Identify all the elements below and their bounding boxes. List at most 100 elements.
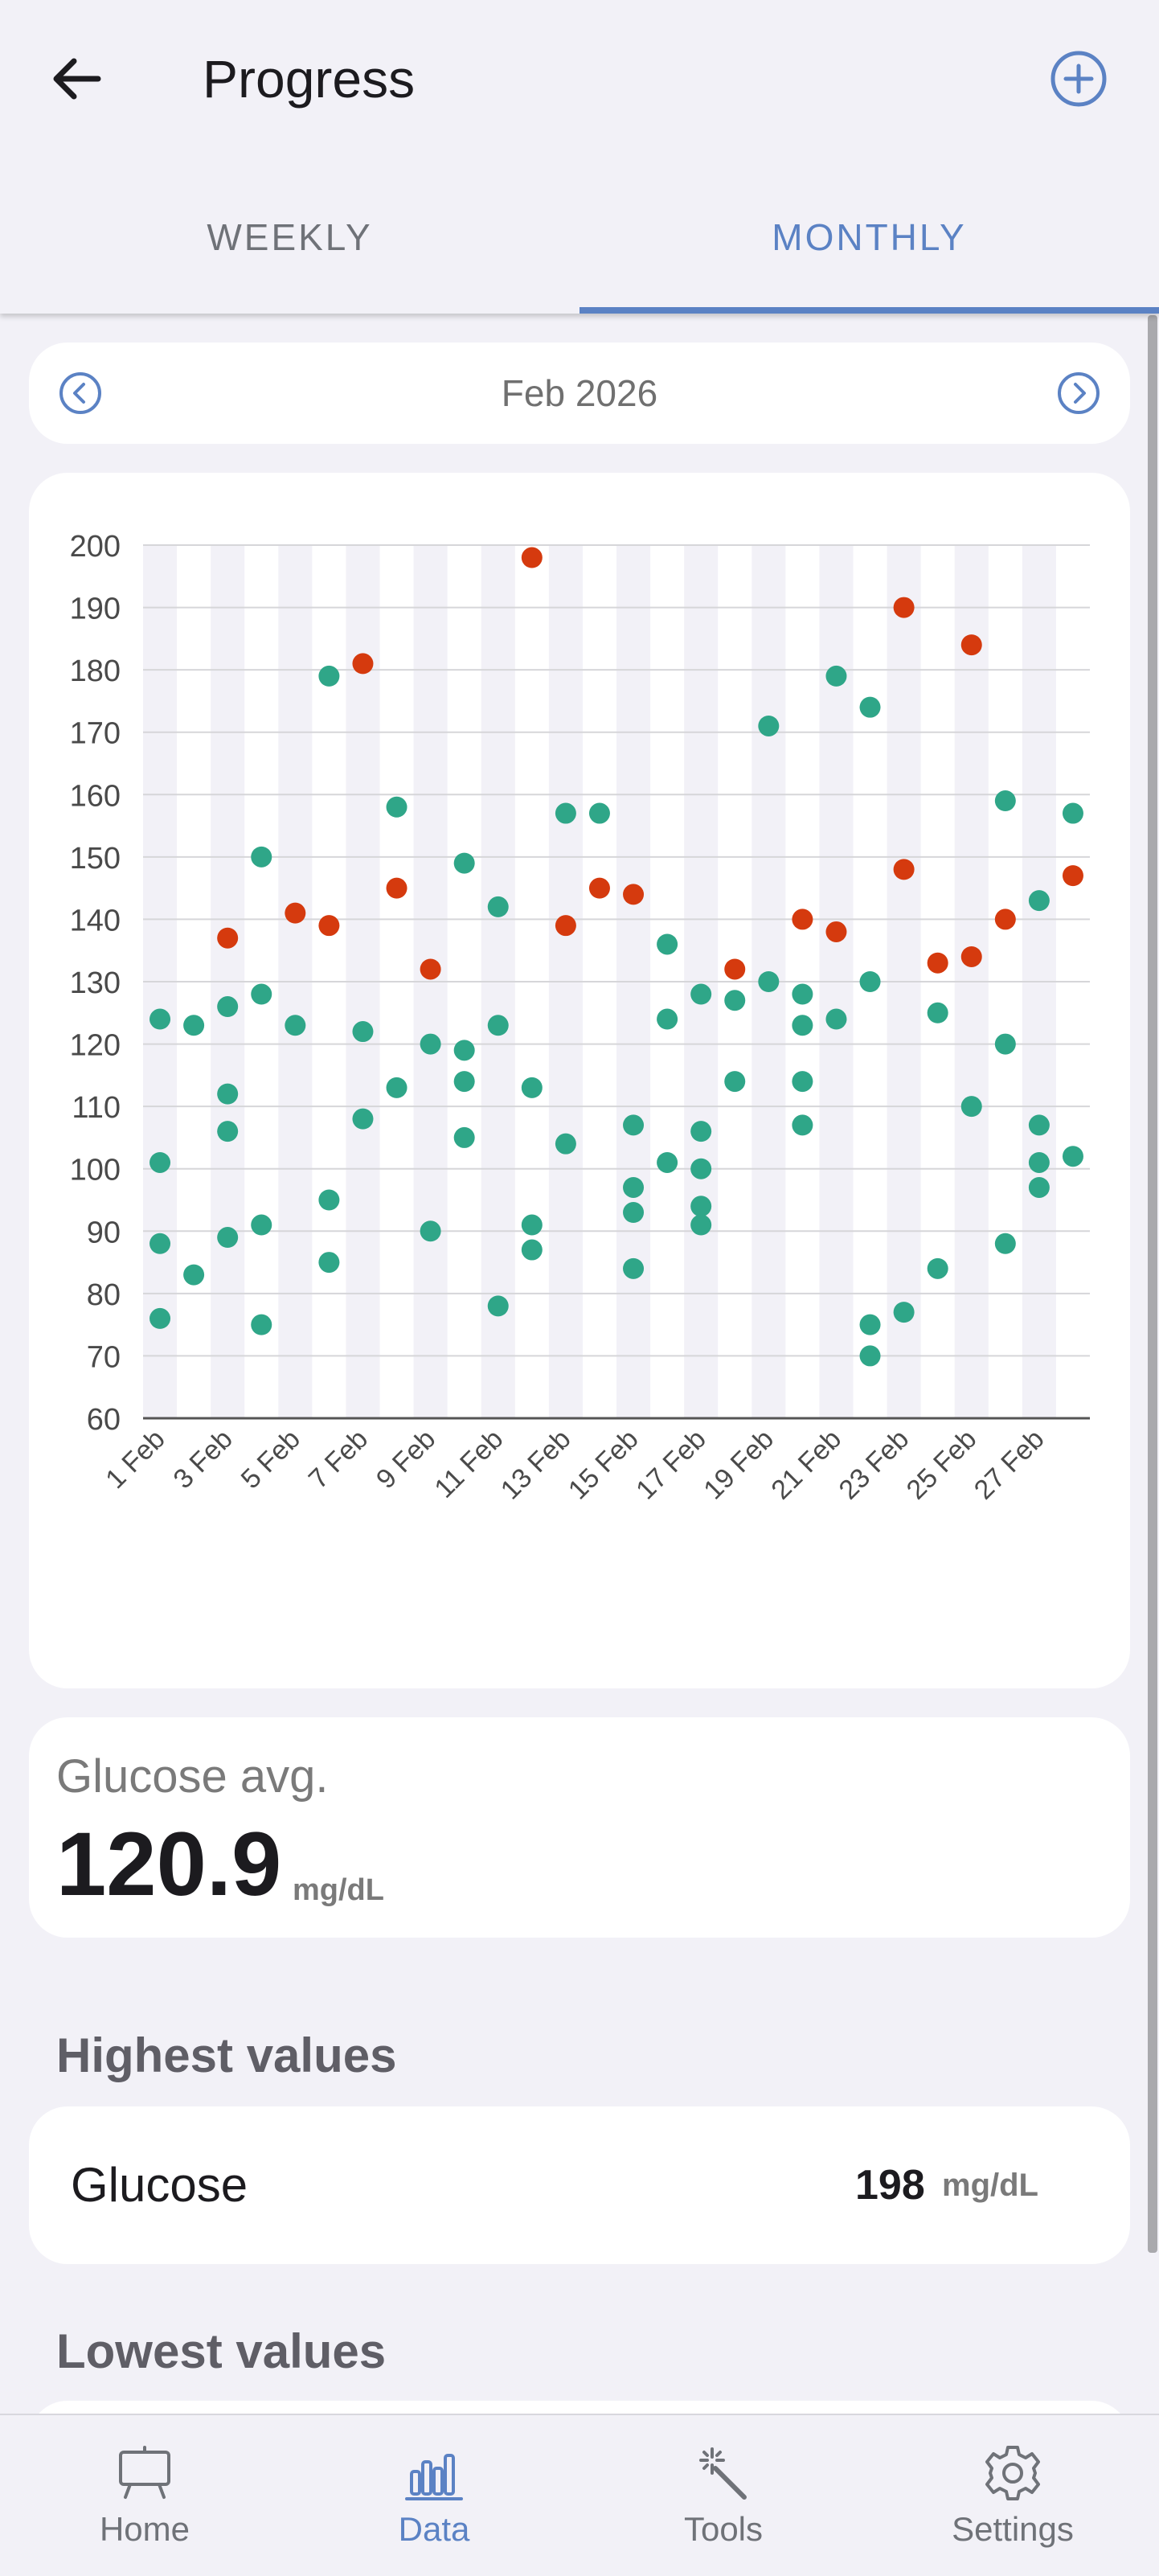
back-button[interactable] — [45, 47, 109, 111]
y-tick-label: 190 — [70, 593, 121, 626]
nav-tools-label: Tools — [683, 2510, 764, 2548]
data-point — [623, 1257, 645, 1279]
data-point — [453, 1071, 475, 1093]
data-point — [352, 1108, 374, 1130]
data-point — [657, 933, 678, 955]
month-label: Feb 2026 — [501, 372, 658, 414]
data-point — [994, 909, 1016, 930]
month-navigator: Feb 2026 — [29, 343, 1130, 444]
data-point — [318, 1252, 340, 1274]
nav-home[interactable]: Home — [0, 2415, 289, 2576]
highest-metric-name: Glucose — [71, 2158, 248, 2212]
data-point — [521, 1077, 543, 1098]
data-point — [893, 1302, 915, 1323]
data-point — [792, 983, 813, 1005]
data-point — [758, 715, 780, 736]
data-point — [420, 1033, 441, 1055]
data-point — [825, 1008, 847, 1030]
tab-indicator — [580, 307, 1159, 314]
page-title: Progress — [203, 49, 416, 109]
y-tick-label: 120 — [70, 1029, 121, 1063]
tab-monthly[interactable]: MONTHLY — [772, 216, 967, 258]
data-point — [623, 1202, 645, 1224]
data-point — [217, 1083, 239, 1105]
y-tick-label: 70 — [87, 1340, 121, 1374]
data-point — [1028, 1151, 1050, 1173]
data-point — [994, 1233, 1016, 1254]
data-point — [183, 1015, 205, 1036]
nav-data-label: Data — [398, 2510, 470, 2548]
data-point — [352, 653, 374, 675]
data-point — [657, 1008, 678, 1030]
data-point — [555, 802, 576, 824]
data-point — [825, 665, 847, 687]
data-point — [690, 983, 712, 1005]
data-point — [521, 1214, 543, 1236]
data-point — [149, 1307, 171, 1329]
average-card: Glucose avg. 120.9 mg/dL — [29, 1717, 1130, 1938]
add-entry-button[interactable] — [1046, 47, 1111, 111]
data-point — [420, 1220, 441, 1242]
y-tick-label: 150 — [70, 842, 121, 876]
data-point — [792, 1071, 813, 1093]
data-point — [1062, 802, 1083, 824]
data-point — [927, 952, 948, 974]
average-value: 120.9 — [56, 1814, 282, 1914]
data-point — [960, 945, 982, 967]
data-point — [251, 1214, 272, 1236]
x-tick-label: 7 Feb — [303, 1424, 374, 1495]
data-point — [285, 1015, 306, 1036]
y-tick-label: 90 — [87, 1216, 121, 1249]
app-bar: Progress WEEKLY MONTHLY — [0, 0, 1159, 314]
data-point — [859, 1314, 881, 1335]
data-point — [352, 1021, 374, 1043]
x-tick-label: 13 Feb — [495, 1424, 577, 1506]
data-point — [555, 915, 576, 937]
data-point — [623, 884, 645, 905]
data-point — [521, 547, 543, 568]
previous-month-button[interactable] — [58, 371, 103, 416]
data-point — [994, 790, 1016, 812]
nav-data[interactable]: Data — [289, 2415, 579, 2576]
y-tick-label: 140 — [70, 904, 121, 937]
data-point — [386, 1077, 407, 1098]
data-point — [453, 852, 475, 874]
data-point — [1028, 1114, 1050, 1136]
data-point — [690, 1196, 712, 1217]
data-point — [217, 1121, 239, 1142]
data-point — [588, 877, 610, 899]
data-point — [588, 802, 610, 824]
next-month-button[interactable] — [1056, 371, 1101, 416]
y-tick-label: 180 — [70, 654, 121, 688]
tab-weekly[interactable]: WEEKLY — [207, 216, 373, 258]
bar-chart-icon — [405, 2454, 463, 2500]
data-point — [994, 1033, 1016, 1055]
data-point — [1028, 890, 1050, 912]
data-point — [217, 996, 239, 1018]
highest-metric-unit: mg/dL — [942, 2168, 1038, 2203]
data-point — [149, 1151, 171, 1173]
y-tick-label: 80 — [87, 1278, 121, 1312]
data-point — [251, 1314, 272, 1335]
data-point — [792, 909, 813, 930]
data-point — [453, 1126, 475, 1148]
highest-glucose-row[interactable]: Glucose 198 mg/dL — [29, 2106, 1130, 2264]
x-tick-label: 5 Feb — [235, 1424, 306, 1495]
scrollbar[interactable] — [1148, 315, 1157, 2253]
gear-icon — [985, 2446, 1040, 2500]
add-circle-icon — [1050, 51, 1107, 107]
data-point — [792, 1114, 813, 1136]
nav-tools[interactable]: Tools — [579, 2415, 868, 2576]
x-tick-label: 27 Feb — [969, 1424, 1050, 1506]
nav-settings-label: Settings — [952, 2510, 1074, 2548]
data-point — [487, 1295, 509, 1317]
data-point — [318, 915, 340, 937]
nav-settings[interactable]: Settings — [868, 2415, 1157, 2576]
data-point — [724, 990, 746, 1011]
y-tick-label: 170 — [70, 717, 121, 751]
data-point — [521, 1239, 543, 1261]
data-point — [758, 971, 780, 992]
data-point — [183, 1264, 205, 1286]
data-point — [825, 921, 847, 942]
data-point — [318, 665, 340, 687]
